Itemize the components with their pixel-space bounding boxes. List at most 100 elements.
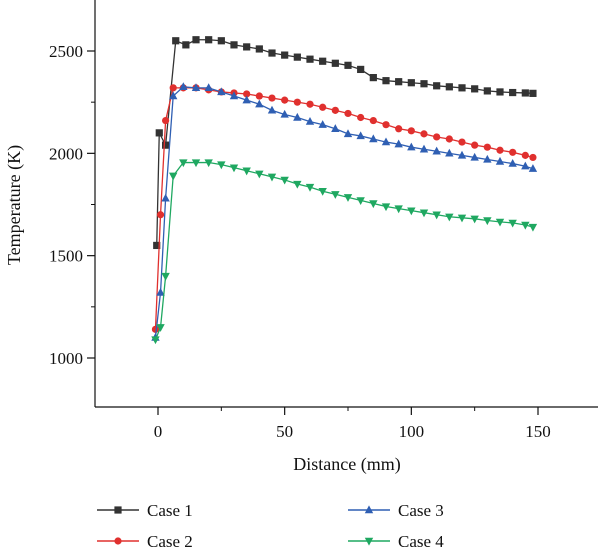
legend-label: Case 1 bbox=[147, 501, 193, 520]
data-point bbox=[172, 37, 180, 45]
data-point bbox=[433, 82, 441, 90]
data-point bbox=[508, 219, 517, 228]
data-point bbox=[445, 135, 453, 143]
data-point bbox=[445, 148, 454, 157]
data-point bbox=[457, 214, 467, 223]
data-point bbox=[508, 158, 517, 167]
data-point bbox=[280, 109, 289, 118]
x-tick-label: 0 bbox=[154, 422, 163, 441]
data-point bbox=[255, 170, 264, 179]
data-point bbox=[381, 137, 391, 146]
legend-label: Case 2 bbox=[147, 532, 193, 551]
data-point bbox=[356, 131, 365, 140]
data-point bbox=[161, 272, 170, 281]
legend-item: Case 2 bbox=[97, 532, 193, 551]
data-point bbox=[521, 89, 529, 97]
series-2 bbox=[151, 84, 537, 333]
legend-marker bbox=[114, 506, 122, 514]
legend-item: Case 4 bbox=[348, 532, 444, 551]
data-point bbox=[407, 142, 416, 151]
data-point bbox=[280, 176, 289, 185]
data-point bbox=[457, 150, 467, 159]
y-tick-label: 2000 bbox=[49, 144, 83, 163]
data-point bbox=[169, 172, 178, 181]
y-tick-label: 1500 bbox=[49, 247, 83, 266]
data-point bbox=[343, 194, 353, 202]
data-point bbox=[204, 83, 213, 92]
legend-item: Case 1 bbox=[97, 501, 193, 520]
data-point bbox=[509, 88, 517, 97]
data-point bbox=[151, 325, 160, 333]
data-point bbox=[293, 180, 302, 189]
data-point bbox=[156, 324, 165, 332]
data-point bbox=[204, 159, 213, 168]
data-point bbox=[293, 98, 301, 106]
data-point bbox=[153, 241, 161, 250]
data-point bbox=[191, 83, 201, 92]
axes bbox=[94, 0, 598, 408]
x-axis-title: Distance (mm) bbox=[293, 454, 400, 475]
data-point bbox=[268, 94, 276, 102]
data-point bbox=[162, 116, 170, 125]
data-point bbox=[344, 109, 352, 118]
data-point bbox=[445, 83, 453, 91]
data-point bbox=[293, 53, 301, 61]
data-point bbox=[281, 96, 289, 104]
data-point bbox=[293, 112, 302, 121]
data-point bbox=[369, 74, 377, 82]
data-point bbox=[471, 85, 479, 93]
data-point bbox=[331, 124, 340, 132]
data-point bbox=[318, 120, 327, 128]
data-point bbox=[419, 144, 429, 153]
data-point bbox=[267, 105, 277, 114]
data-point bbox=[305, 183, 315, 192]
data-point bbox=[255, 99, 264, 108]
data-point bbox=[356, 197, 365, 206]
data-point bbox=[471, 141, 479, 149]
data-point bbox=[169, 84, 177, 92]
legend-marker bbox=[364, 505, 374, 514]
data-point bbox=[419, 209, 429, 218]
data-point bbox=[395, 125, 403, 133]
y-tick-label: 1000 bbox=[49, 349, 83, 368]
data-point bbox=[529, 89, 537, 97]
data-point bbox=[319, 57, 327, 65]
data-point bbox=[169, 91, 178, 100]
legend-item: Case 3 bbox=[348, 501, 444, 520]
data-point bbox=[242, 95, 251, 104]
data-point bbox=[382, 121, 390, 129]
data-point bbox=[495, 156, 505, 165]
data-point bbox=[305, 117, 315, 125]
data-point bbox=[229, 164, 239, 173]
data-point bbox=[205, 36, 213, 44]
data-point bbox=[306, 55, 314, 63]
series-line bbox=[154, 161, 534, 340]
data-point bbox=[217, 161, 226, 170]
data-point bbox=[217, 37, 225, 45]
data-point bbox=[179, 159, 188, 168]
legend-label: Case 3 bbox=[398, 501, 444, 520]
x-tick-label: 150 bbox=[525, 422, 551, 441]
data-point bbox=[407, 207, 416, 216]
series-4 bbox=[151, 159, 538, 345]
data-point bbox=[255, 92, 263, 100]
y-axis-title: Temperature (K) bbox=[4, 145, 25, 265]
data-point bbox=[369, 134, 378, 143]
data-point bbox=[528, 164, 538, 172]
data-point bbox=[495, 218, 505, 227]
data-point bbox=[407, 79, 415, 87]
data-point bbox=[445, 213, 454, 222]
data-point bbox=[267, 173, 277, 182]
data-point bbox=[331, 106, 339, 114]
data-point bbox=[369, 200, 378, 209]
data-point bbox=[529, 153, 537, 162]
data-point bbox=[151, 336, 160, 345]
series-layer bbox=[151, 36, 538, 345]
data-point bbox=[369, 116, 377, 125]
series-line bbox=[154, 86, 534, 338]
data-point bbox=[381, 203, 391, 212]
data-point bbox=[155, 129, 163, 137]
legend-marker bbox=[114, 537, 122, 545]
data-point bbox=[432, 146, 441, 155]
